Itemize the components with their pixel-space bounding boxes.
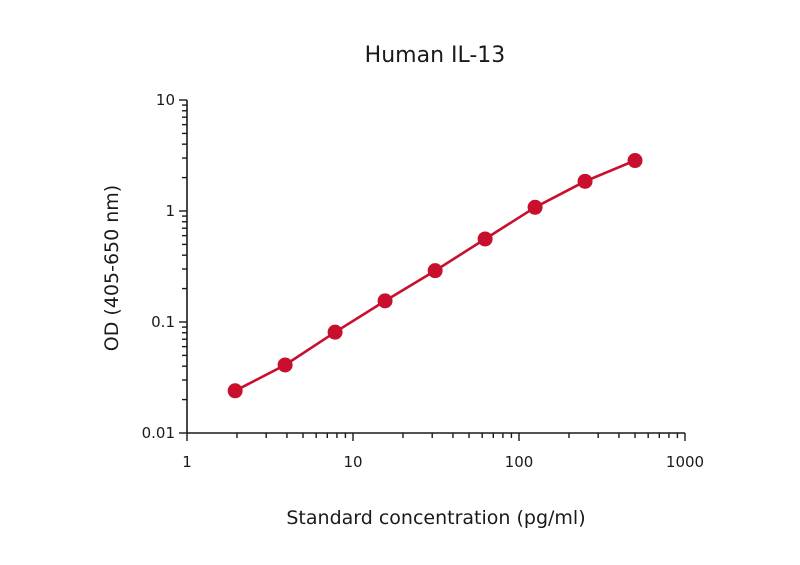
series: [227, 153, 643, 399]
x-tick-label: 100: [505, 453, 534, 471]
data-point: [527, 199, 543, 215]
axes: [186, 100, 685, 434]
data-point: [577, 173, 593, 189]
y-tick-label: 0.1: [151, 313, 175, 331]
data-point: [427, 263, 443, 279]
ticks: [179, 99, 686, 441]
x-tick-label: 10: [343, 453, 362, 471]
y-tick-label: 10: [156, 91, 175, 109]
y-tick-label: 0.01: [142, 424, 175, 442]
x-tick-label: 1000: [666, 453, 704, 471]
data-point: [377, 293, 393, 309]
data-point: [227, 383, 243, 399]
x-tick-label: 1: [182, 453, 192, 471]
data-point: [277, 357, 293, 373]
tick-labels: 1 10 100 1000 0.01 0.1 1 10: [142, 91, 705, 471]
y-axis-label: OD (405-650 nm): [101, 185, 123, 351]
data-point: [627, 153, 643, 169]
x-axis-label: Standard concentration (pg/ml): [286, 507, 585, 529]
data-point: [477, 231, 493, 247]
y-tick-label: 1: [165, 202, 175, 220]
data-point: [327, 324, 343, 340]
chart-title: Human IL-13: [365, 43, 506, 68]
